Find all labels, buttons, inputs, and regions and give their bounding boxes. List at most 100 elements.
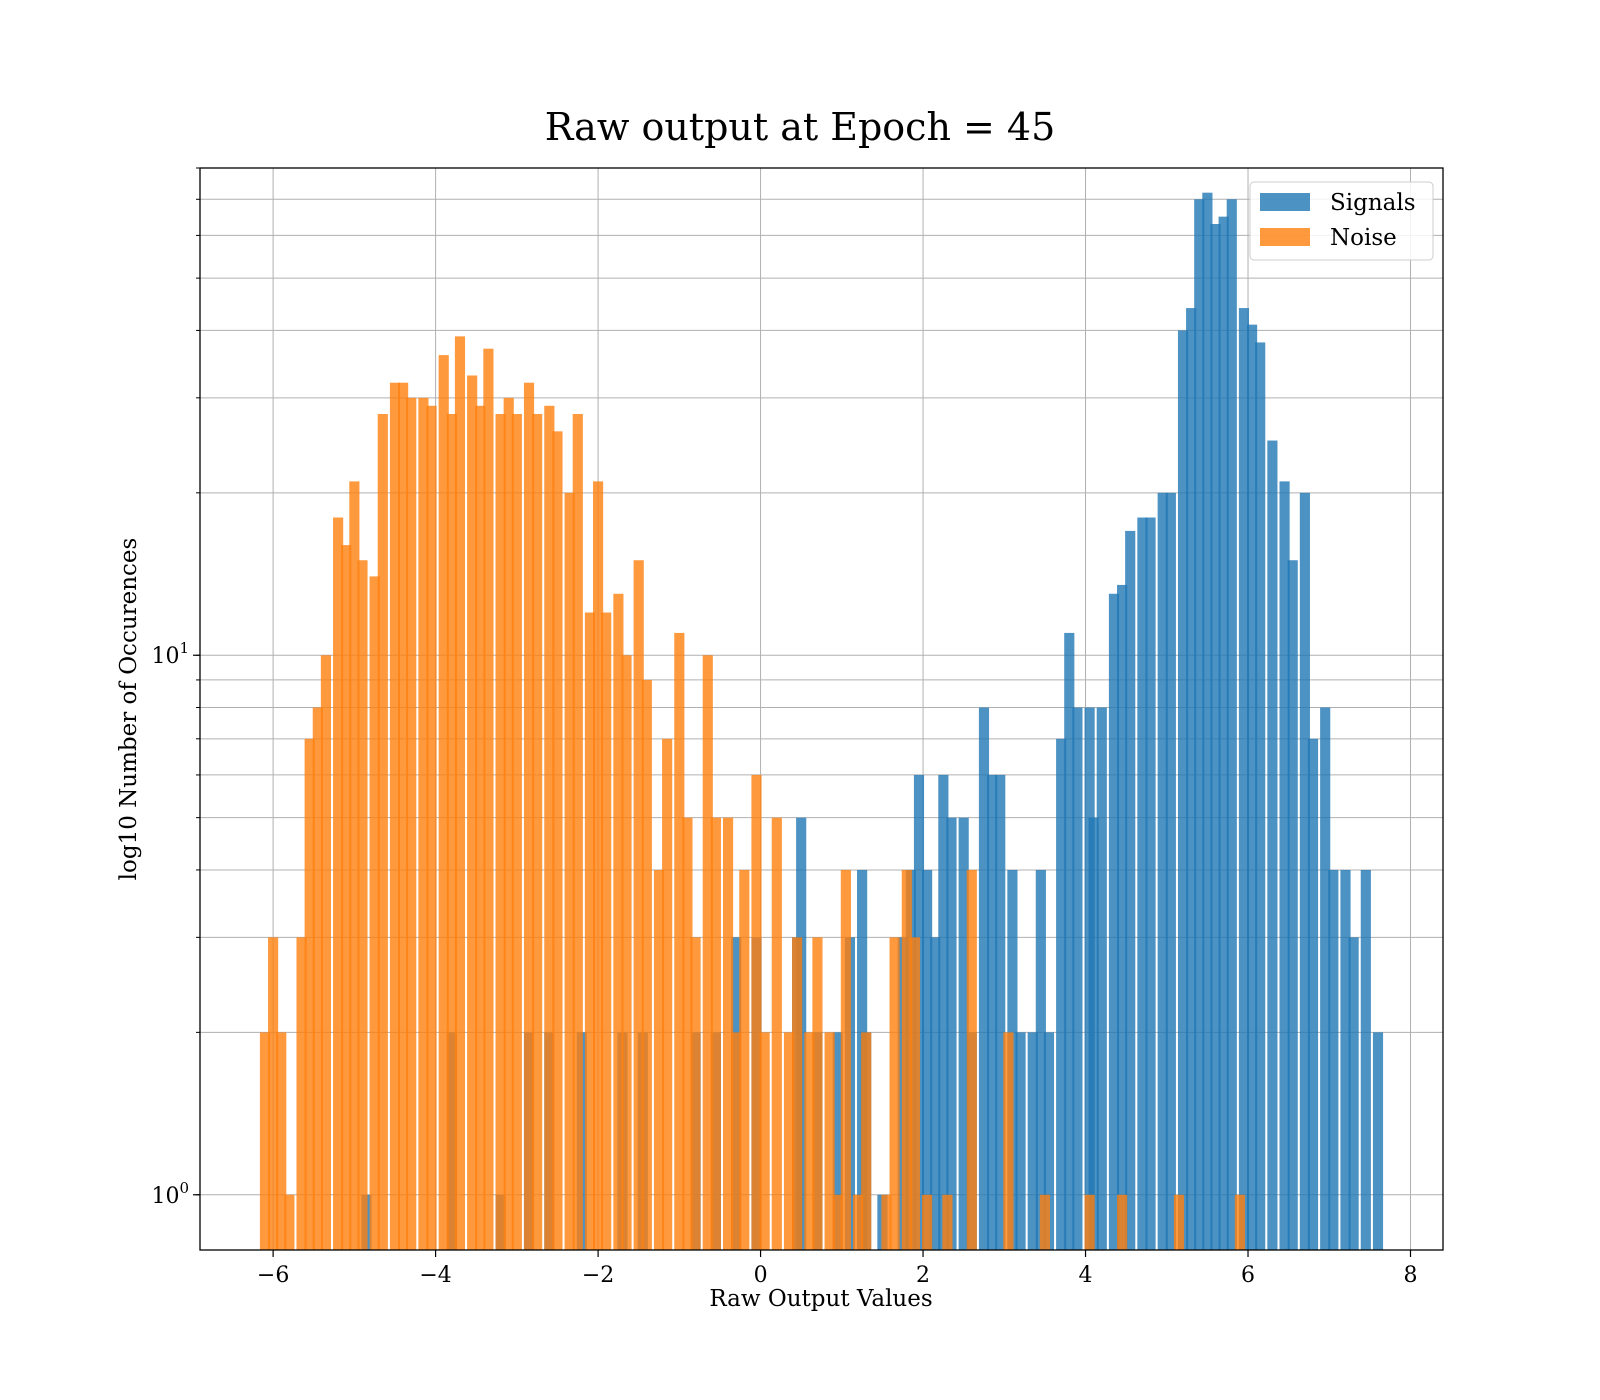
histogram-bar bbox=[832, 1032, 843, 1250]
histogram-bar bbox=[1137, 517, 1148, 1250]
histogram-bar bbox=[398, 382, 409, 1250]
histogram-bar bbox=[276, 1032, 287, 1250]
histogram-bar bbox=[751, 774, 762, 1250]
histogram-bar bbox=[1328, 869, 1339, 1250]
histogram-bar bbox=[621, 655, 632, 1250]
histogram-bar bbox=[1307, 738, 1319, 1250]
y-axis-label: log10 Number of Occurences bbox=[116, 538, 142, 881]
histogram-bar bbox=[641, 679, 652, 1250]
series-noise bbox=[259, 336, 1245, 1251]
x-axis-ticks: −6 −4 −2 0 2 4 6 8 bbox=[257, 1250, 1418, 1288]
histogram-bar bbox=[1117, 584, 1128, 1250]
histogram-bar bbox=[320, 655, 332, 1250]
histogram-bar bbox=[812, 937, 823, 1250]
histogram-bar bbox=[1247, 324, 1258, 1250]
histogram-bar bbox=[1157, 492, 1168, 1250]
x-tick-label: −2 bbox=[582, 1263, 614, 1288]
x-tick-label: 6 bbox=[1241, 1263, 1255, 1288]
histogram-bar bbox=[987, 774, 998, 1250]
histogram-bar bbox=[739, 869, 750, 1250]
histogram-bar bbox=[1255, 342, 1266, 1250]
histogram-bar bbox=[1202, 192, 1213, 1250]
histogram-bar bbox=[1108, 593, 1120, 1250]
histogram-bar bbox=[467, 375, 478, 1250]
histogram-bar bbox=[1279, 481, 1290, 1250]
legend-swatch bbox=[1260, 193, 1310, 211]
histogram-bar bbox=[312, 707, 323, 1250]
histogram-bar bbox=[446, 413, 457, 1250]
histogram-bar bbox=[731, 1032, 742, 1250]
histogram-bar bbox=[406, 397, 417, 1250]
histogram-bar bbox=[1218, 216, 1229, 1250]
legend-swatch bbox=[1260, 228, 1310, 246]
histogram-bar bbox=[1072, 707, 1083, 1250]
histogram-bar bbox=[284, 1194, 295, 1250]
plot-frame bbox=[199, 167, 1444, 1251]
histogram-bar bbox=[357, 560, 368, 1250]
histogram-bar bbox=[995, 774, 1006, 1250]
histogram-bar bbox=[690, 937, 701, 1250]
histogram-bar bbox=[1056, 738, 1067, 1250]
histogram-bar bbox=[1234, 1194, 1245, 1250]
histogram-bar bbox=[1015, 1032, 1026, 1250]
histogram-bar bbox=[1035, 869, 1046, 1250]
histogram-bar bbox=[418, 397, 429, 1250]
histogram-bar bbox=[759, 1032, 770, 1250]
histogram-bar bbox=[377, 413, 388, 1250]
histogram-bar bbox=[341, 545, 352, 1250]
histogram-bar bbox=[792, 937, 803, 1250]
histogram-bar bbox=[369, 576, 380, 1250]
histogram-bar bbox=[552, 431, 563, 1250]
x-tick-label: −6 bbox=[257, 1263, 289, 1288]
histogram-bar bbox=[389, 382, 401, 1250]
histogram-bar bbox=[333, 517, 344, 1250]
histogram-bars bbox=[259, 192, 1384, 1251]
histogram-bar bbox=[593, 481, 604, 1250]
histogram-bar bbox=[783, 1032, 795, 1250]
histogram-bar bbox=[1117, 1194, 1128, 1250]
histogram-bar bbox=[1027, 1032, 1038, 1250]
histogram-bar bbox=[978, 707, 990, 1250]
histogram-bar bbox=[832, 1194, 843, 1250]
histogram-bar bbox=[1210, 223, 1221, 1250]
legend-label: Signals bbox=[1330, 190, 1416, 216]
histogram-bar bbox=[259, 1032, 271, 1250]
y-tick-label: 101 bbox=[151, 639, 189, 669]
histogram-bar bbox=[483, 348, 494, 1250]
histogram-bar bbox=[710, 817, 721, 1250]
histogram-bar bbox=[861, 1032, 872, 1250]
histogram-bar bbox=[564, 492, 575, 1250]
histogram-bar bbox=[503, 397, 514, 1250]
x-axis-label: Raw Output Values bbox=[709, 1286, 932, 1312]
histogram-bar bbox=[544, 405, 555, 1251]
x-tick-label: −4 bbox=[419, 1263, 451, 1288]
histogram-bar bbox=[938, 774, 949, 1250]
histogram-bar bbox=[1299, 492, 1310, 1250]
histogram-bar bbox=[662, 738, 673, 1250]
histogram-bar bbox=[532, 413, 543, 1250]
histogram-bar bbox=[1320, 707, 1331, 1250]
histogram-bar bbox=[1088, 817, 1099, 1250]
y-axis-ticks: 100 101 bbox=[151, 167, 200, 1209]
histogram-bar bbox=[909, 937, 921, 1250]
histogram-bar bbox=[1348, 937, 1359, 1250]
histogram-bar bbox=[804, 1032, 815, 1250]
histogram-bar bbox=[771, 817, 782, 1250]
x-tick-label: 0 bbox=[754, 1263, 768, 1288]
histogram-bar bbox=[1226, 199, 1237, 1250]
histogram-bar bbox=[922, 1194, 933, 1250]
histogram-bar bbox=[296, 937, 307, 1250]
histogram-bar bbox=[674, 632, 685, 1250]
histogram-bar bbox=[1125, 530, 1136, 1250]
histogram-bar bbox=[601, 612, 612, 1250]
histogram-bar bbox=[922, 869, 933, 1250]
histogram-bar bbox=[1043, 1032, 1055, 1250]
histogram-bar bbox=[1287, 560, 1298, 1250]
histogram-bar bbox=[824, 1032, 835, 1250]
histogram-bar bbox=[268, 937, 279, 1250]
chart-title: Raw output at Epoch = 45 bbox=[545, 105, 1056, 149]
histogram-bar bbox=[572, 413, 583, 1250]
histogram-bar bbox=[966, 869, 977, 1250]
histogram-bar bbox=[495, 413, 506, 1250]
